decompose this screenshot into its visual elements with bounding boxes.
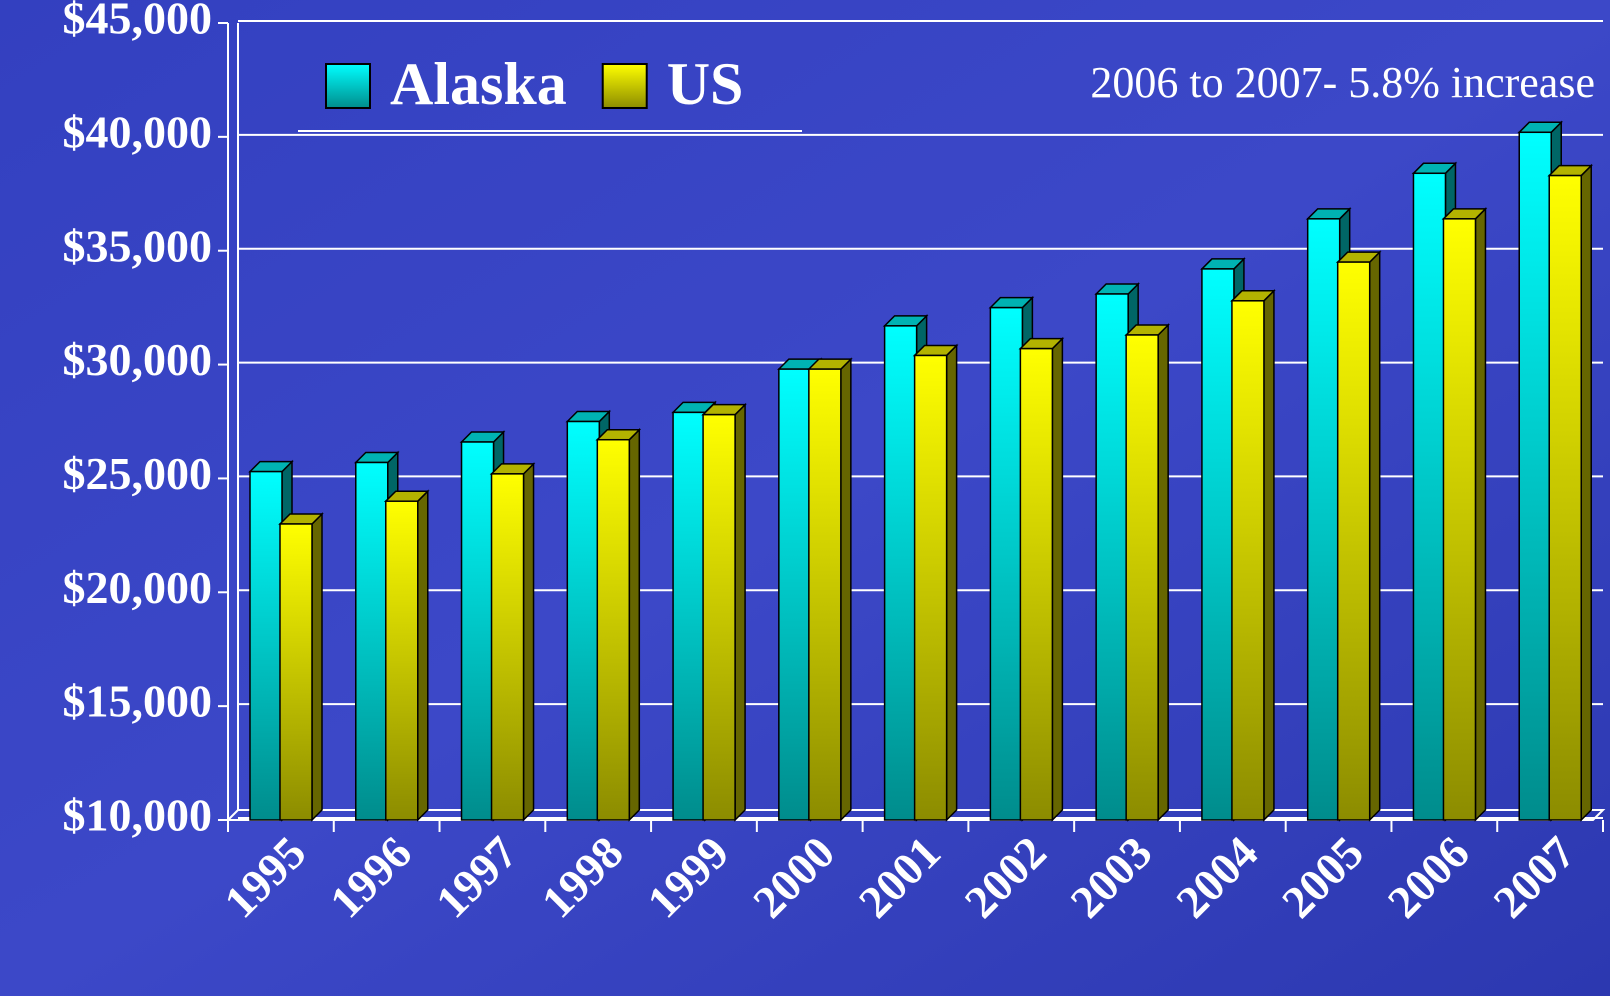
legend-swatch xyxy=(325,63,371,109)
bar xyxy=(1231,300,1265,821)
bar xyxy=(1548,174,1582,821)
bar xyxy=(596,438,631,821)
bar-side xyxy=(1263,289,1275,822)
bar xyxy=(702,413,736,821)
bar-side xyxy=(1580,163,1592,822)
y-tick-label: $10,000 xyxy=(63,790,213,841)
bar xyxy=(989,306,1024,821)
bar-side xyxy=(522,462,535,822)
bar xyxy=(279,523,313,821)
bar-side xyxy=(734,402,746,822)
legend-swatch xyxy=(601,63,648,109)
bar xyxy=(566,420,601,821)
bar xyxy=(460,441,495,821)
bar xyxy=(1336,261,1371,821)
bar xyxy=(355,461,389,821)
y-tick-label: $35,000 xyxy=(63,220,213,271)
bar-side xyxy=(628,427,641,822)
y-tick-label: $25,000 xyxy=(63,448,213,499)
bar xyxy=(672,411,706,821)
bar-side xyxy=(1051,336,1064,822)
bar xyxy=(1019,347,1054,821)
bar xyxy=(1201,268,1235,821)
bar-side xyxy=(945,343,958,822)
y-tick-label: $45,000 xyxy=(63,0,213,44)
bar xyxy=(883,325,918,821)
bar-side xyxy=(840,357,852,822)
legend-label: US xyxy=(667,51,744,117)
bar-side xyxy=(1157,323,1169,822)
bar-side xyxy=(1368,250,1381,822)
bar xyxy=(249,470,283,821)
annotation: 2006 to 2007- 5.8% increase xyxy=(1090,58,1595,107)
y-tick-label: $30,000 xyxy=(63,334,213,385)
bar xyxy=(808,368,842,821)
bar xyxy=(778,368,812,821)
bar xyxy=(1095,293,1129,821)
bar xyxy=(1518,131,1552,821)
bar xyxy=(385,500,419,821)
y-tick-label: $15,000 xyxy=(63,676,213,727)
bar xyxy=(1412,172,1447,821)
bar-side xyxy=(417,489,429,822)
bar-side xyxy=(311,512,323,822)
bar xyxy=(490,473,525,821)
y-tick-label: $40,000 xyxy=(63,106,213,157)
y-tick-label: $20,000 xyxy=(63,562,213,613)
bar xyxy=(1442,218,1477,821)
bar xyxy=(1306,218,1341,821)
bar xyxy=(1125,334,1159,821)
legend-label: Alaska xyxy=(390,51,567,117)
bar xyxy=(913,354,948,821)
bar-side xyxy=(1474,207,1487,822)
